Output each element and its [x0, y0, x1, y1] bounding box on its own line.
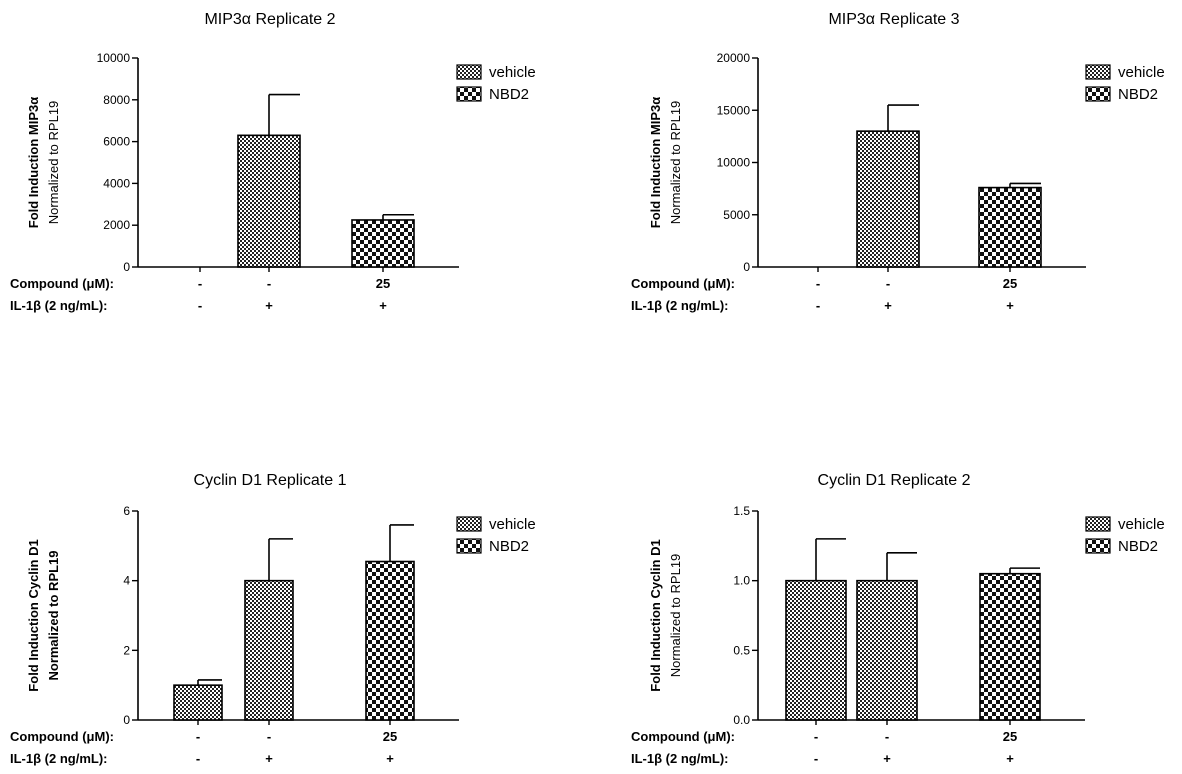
bar — [365, 560, 415, 721]
legend-label-nbd2: NBD2 — [1118, 538, 1158, 555]
y-axis-label: Fold Induction Cyclin D1 — [26, 539, 41, 691]
chart-panel-3: Cyclin D1 Replicate 1 Fold Induction Cycl… — [10, 472, 536, 766]
legend-swatch-nbd2 — [456, 538, 482, 554]
legend-label-nbd2: NBD2 — [489, 86, 529, 103]
chart-title: MIP3α Replicate 3 — [828, 11, 959, 28]
chart-panel-2: MIP3α Replicate 3 Fold Induction MIP3α Nor… — [631, 11, 1165, 313]
il1b-value: + — [386, 751, 394, 766]
legend-swatch-vehicle — [1085, 516, 1111, 532]
legend-swatch-nbd2 — [1085, 538, 1111, 554]
legend-label-vehicle: vehicle — [489, 64, 536, 81]
legend-label-vehicle: vehicle — [489, 516, 536, 533]
y-tick-label: 2 — [123, 643, 130, 657]
y-tick-label: 15000 — [717, 103, 751, 117]
y-tick-label: 1.5 — [733, 504, 750, 518]
legend-label-vehicle: vehicle — [1118, 516, 1165, 533]
bar — [979, 572, 1041, 721]
y-tick-label: 10000 — [97, 51, 131, 65]
il1b-value: + — [265, 751, 273, 766]
y-tick-label: 6000 — [103, 135, 130, 149]
y-axis-label-sub: Normalized to RPL19 — [668, 101, 683, 225]
y-tick-label: 4 — [123, 574, 130, 588]
il1b-row-label: IL-1β (2 ng/mL): — [10, 751, 107, 766]
bar — [856, 579, 918, 721]
compound-row-label: Compound (μM): — [631, 729, 735, 744]
legend-label-vehicle: vehicle — [1118, 64, 1165, 81]
il1b-value: + — [379, 298, 387, 313]
legend: vehicle NBD2 — [1085, 64, 1165, 103]
y-tick-label: 2000 — [103, 218, 130, 232]
y-tick-label: 0.0 — [733, 713, 750, 727]
y-axis-label-sub: Normalized to RPL19 — [46, 550, 61, 680]
y-tick-label: 20000 — [717, 51, 751, 65]
bar — [173, 684, 223, 721]
compound-value: 25 — [1003, 276, 1017, 291]
y-tick-label: 1.0 — [733, 574, 750, 588]
legend-swatch-nbd2 — [456, 86, 482, 102]
il1b-value: + — [884, 298, 892, 313]
compound-value: - — [886, 276, 890, 291]
compound-row-label: Compound (μM): — [10, 276, 114, 291]
y-tick-label: 0.5 — [733, 643, 750, 657]
legend-swatch-vehicle — [456, 64, 482, 80]
il1b-value: + — [1006, 751, 1014, 766]
bar — [785, 579, 847, 721]
y-axis-label-sub: Normalized to RPL19 — [46, 101, 61, 225]
y-tick-label: 10000 — [717, 156, 751, 170]
chart-title: Cyclin D1 Replicate 1 — [194, 472, 347, 489]
bar — [351, 219, 415, 268]
bar — [978, 186, 1042, 268]
legend-swatch-vehicle — [1085, 64, 1111, 80]
il1b-value: - — [814, 751, 818, 766]
compound-row-label: Compound (μM): — [631, 276, 735, 291]
chart-title: MIP3α Replicate 2 — [204, 11, 335, 28]
compound-value: - — [198, 276, 202, 291]
legend-label-nbd2: NBD2 — [1118, 86, 1158, 103]
il1b-row-label: IL-1β (2 ng/mL): — [631, 751, 728, 766]
legend: vehicle NBD2 — [1085, 516, 1165, 555]
compound-value: - — [267, 276, 271, 291]
il1b-row-label: IL-1β (2 ng/mL): — [10, 298, 107, 313]
il1b-row-label: IL-1β (2 ng/mL): — [631, 298, 728, 313]
compound-value: - — [814, 729, 818, 744]
y-axis-label: Fold Induction MIP3α — [648, 97, 663, 228]
il1b-value: - — [196, 751, 200, 766]
chart-panel-1: MIP3α Replicate 2 Fold Induction MIP3α Nor… — [10, 11, 536, 313]
legend: vehicle NBD2 — [456, 516, 536, 555]
il1b-value: + — [883, 751, 891, 766]
il1b-value: + — [265, 298, 273, 313]
compound-value: 25 — [376, 276, 390, 291]
il1b-value: + — [1006, 298, 1014, 313]
compound-value: - — [885, 729, 889, 744]
bar — [856, 130, 920, 268]
compound-value: - — [267, 729, 271, 744]
y-tick-label: 0 — [123, 260, 130, 274]
y-tick-label: 0 — [743, 260, 750, 274]
y-tick-label: 6 — [123, 504, 130, 518]
compound-row-label: Compound (μM): — [10, 729, 114, 744]
y-axis-label-sub: Normalized to RPL19 — [668, 554, 683, 678]
legend-label-nbd2: NBD2 — [489, 538, 529, 555]
il1b-value: - — [816, 298, 820, 313]
y-axis-label: Fold Induction MIP3α — [26, 97, 41, 228]
legend-swatch-vehicle — [456, 516, 482, 532]
il1b-value: - — [198, 298, 202, 313]
legend: vehicle NBD2 — [456, 64, 536, 103]
y-tick-label: 4000 — [103, 176, 130, 190]
compound-value: 25 — [1003, 729, 1017, 744]
compound-value: - — [196, 729, 200, 744]
bar — [244, 579, 294, 721]
y-axis-label: Fold Induction Cyclin D1 — [648, 539, 663, 691]
bar — [237, 134, 301, 268]
compound-value: 25 — [383, 729, 397, 744]
chart-title: Cyclin D1 Replicate 2 — [818, 472, 971, 489]
chart-panel-4: Cyclin D1 Replicate 2 Fold Induction Cycl… — [631, 472, 1165, 766]
y-tick-label: 0 — [123, 713, 130, 727]
compound-value: - — [816, 276, 820, 291]
y-tick-label: 8000 — [103, 93, 130, 107]
y-tick-label: 5000 — [723, 208, 750, 222]
legend-swatch-nbd2 — [1085, 86, 1111, 102]
